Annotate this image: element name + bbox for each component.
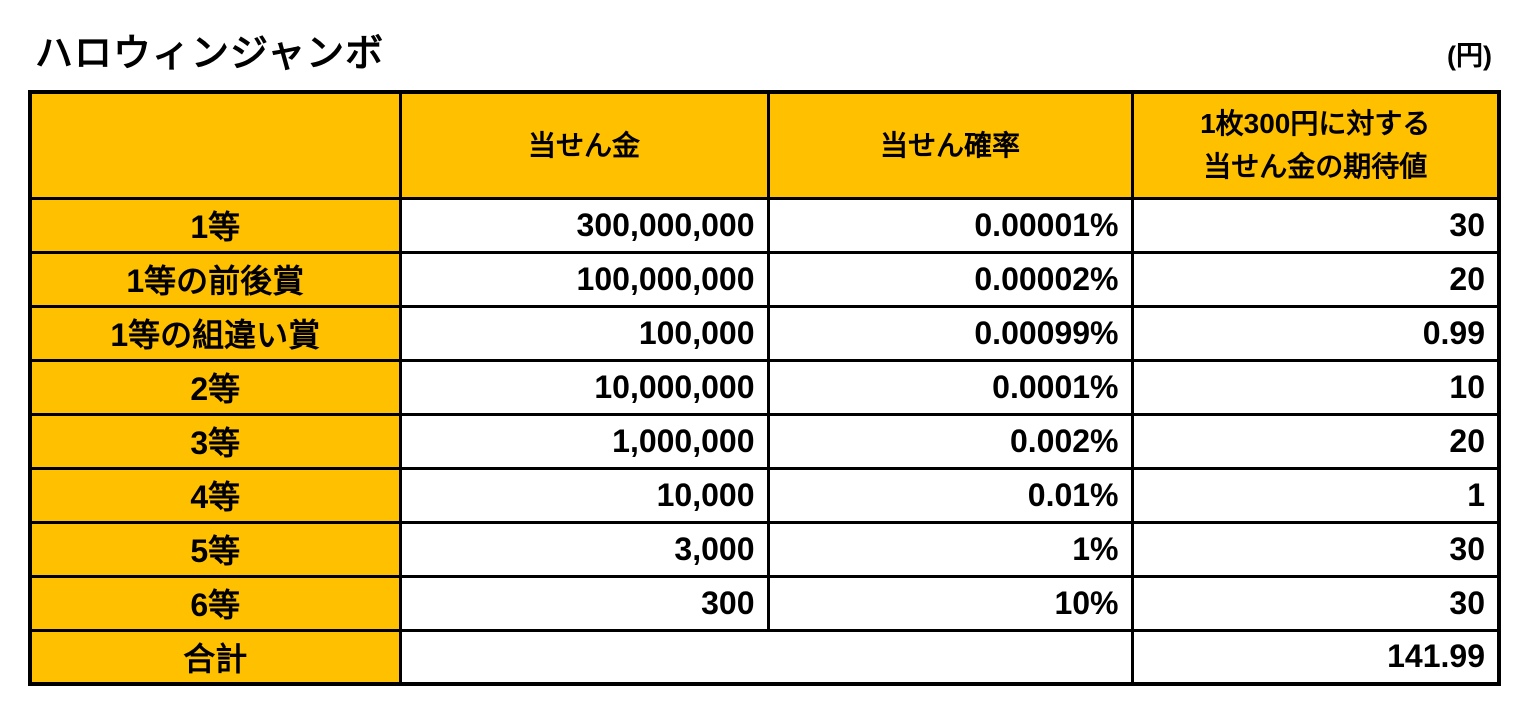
prize-label-cell: 2等 bbox=[28, 358, 402, 416]
table-row: 3等 1,000,000 0.002% 20 bbox=[28, 412, 1501, 470]
total-empty-cell bbox=[398, 628, 1134, 686]
expected-cell: 0.99 bbox=[1130, 304, 1501, 362]
amount-cell: 10,000,000 bbox=[398, 358, 770, 416]
table-row: 1等の組違い賞 100,000 0.00099% 0.99 bbox=[28, 304, 1501, 362]
amount-cell: 1,000,000 bbox=[398, 412, 770, 470]
header-cell-amount: 当せん金 bbox=[398, 90, 770, 200]
table-row: 1等 300,000,000 0.00001% 30 bbox=[28, 196, 1501, 254]
prize-label-cell: 1等 bbox=[28, 196, 402, 254]
amount-cell: 100,000 bbox=[398, 304, 770, 362]
header-cell-expected: 1枚300円に対する 当せん金の期待値 bbox=[1130, 90, 1501, 200]
header-cell-blank bbox=[28, 90, 402, 200]
prize-label-cell: 5等 bbox=[28, 520, 402, 578]
prize-label-cell: 3等 bbox=[28, 412, 402, 470]
prize-label-cell: 4等 bbox=[28, 466, 402, 524]
amount-cell: 100,000,000 bbox=[398, 250, 770, 308]
header-expected-line1: 1枚300円に対する bbox=[1200, 107, 1431, 139]
table-row: 4等 10,000 0.01% 1 bbox=[28, 466, 1501, 524]
probability-cell: 10% bbox=[766, 574, 1134, 632]
total-row: 合計 141.99 bbox=[28, 628, 1501, 686]
total-expected-cell: 141.99 bbox=[1130, 628, 1501, 686]
prize-table: 当せん金 当せん確率 1枚300円に対する 当せん金の期待値 1等 300,00… bbox=[28, 90, 1501, 686]
probability-cell: 0.00001% bbox=[766, 196, 1134, 254]
probability-cell: 0.01% bbox=[766, 466, 1134, 524]
expected-cell: 30 bbox=[1130, 574, 1501, 632]
header-cell-probability: 当せん確率 bbox=[766, 90, 1134, 200]
expected-cell: 20 bbox=[1130, 412, 1501, 470]
table-row: 6等 300 10% 30 bbox=[28, 574, 1501, 632]
amount-cell: 300 bbox=[398, 574, 770, 632]
unit-label: (円) bbox=[1447, 41, 1492, 71]
probability-cell: 0.00099% bbox=[766, 304, 1134, 362]
page-title: ハロウィンジャンボ bbox=[35, 33, 385, 75]
header-row: 当せん金 当せん確率 1枚300円に対する 当せん金の期待値 bbox=[28, 90, 1501, 200]
probability-cell: 0.00002% bbox=[766, 250, 1134, 308]
amount-cell: 3,000 bbox=[398, 520, 770, 578]
expected-cell: 20 bbox=[1130, 250, 1501, 308]
table-row: 1等の前後賞 100,000,000 0.00002% 20 bbox=[28, 250, 1501, 308]
expected-cell: 1 bbox=[1130, 466, 1501, 524]
header-expected-line2: 当せん金の期待値 bbox=[1203, 151, 1428, 183]
prize-label-cell: 1等の組違い賞 bbox=[28, 304, 402, 362]
probability-cell: 1% bbox=[766, 520, 1134, 578]
expected-cell: 30 bbox=[1130, 520, 1501, 578]
table-row: 5等 3,000 1% 30 bbox=[28, 520, 1501, 578]
total-label-cell: 合計 bbox=[28, 628, 402, 686]
expected-cell: 10 bbox=[1130, 358, 1501, 416]
probability-cell: 0.002% bbox=[766, 412, 1134, 470]
prize-label-cell: 1等の前後賞 bbox=[28, 250, 402, 308]
amount-cell: 300,000,000 bbox=[398, 196, 770, 254]
amount-cell: 10,000 bbox=[398, 466, 770, 524]
probability-cell: 0.0001% bbox=[766, 358, 1134, 416]
expected-cell: 30 bbox=[1130, 196, 1501, 254]
table-row: 2等 10,000,000 0.0001% 10 bbox=[28, 358, 1501, 416]
prize-label-cell: 6等 bbox=[28, 574, 402, 632]
